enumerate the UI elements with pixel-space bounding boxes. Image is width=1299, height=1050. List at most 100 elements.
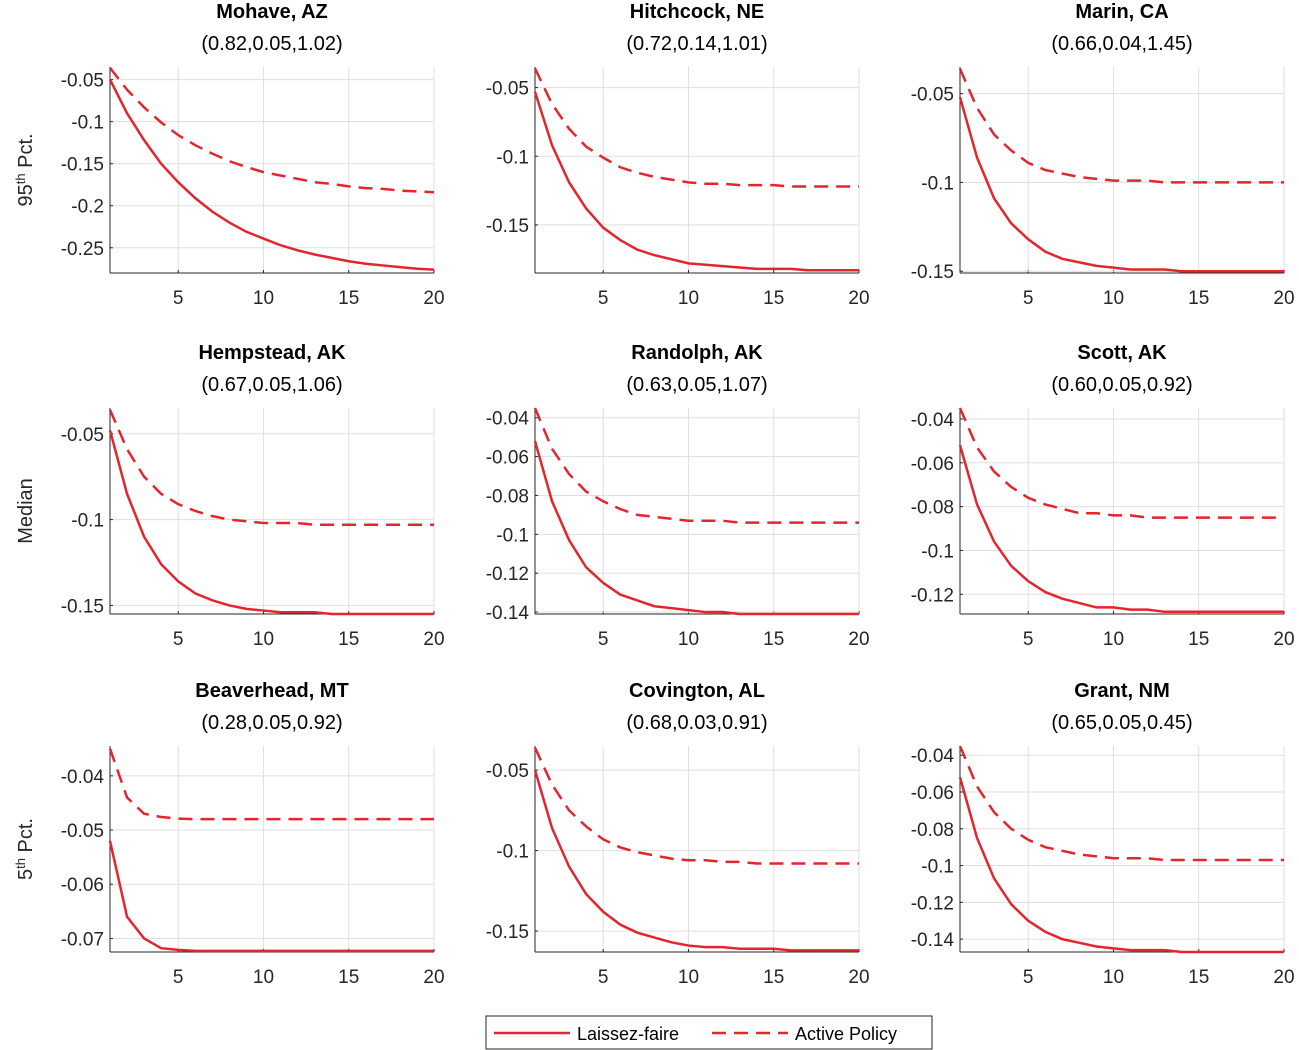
series-line xyxy=(533,407,859,524)
y-tick-label: -0.04 xyxy=(486,409,530,430)
x-tick-label: 5 xyxy=(1023,629,1034,650)
chart-subtitle: (0.72,0.14,1.01) xyxy=(626,33,767,55)
chart-subtitle: (0.68,0.03,0.91) xyxy=(626,712,767,734)
y-axis-label-part: th xyxy=(13,858,28,869)
y-tick-label: -0.06 xyxy=(486,448,529,469)
y-tick-label: -0.1 xyxy=(71,113,104,134)
x-tick-label: 15 xyxy=(763,629,784,650)
x-tick-label: 15 xyxy=(338,629,359,650)
x-tick-label: 10 xyxy=(253,288,274,309)
y-tick-label: -0.06 xyxy=(911,454,954,475)
chart-title: Mohave, AZ xyxy=(216,1,328,23)
x-tick-label: 5 xyxy=(173,967,184,988)
y-tick-label: -0.1 xyxy=(496,525,529,546)
y-tick-label: -0.05 xyxy=(486,761,529,782)
x-tick-label: 15 xyxy=(763,288,784,309)
x-tick-label: 10 xyxy=(253,967,274,988)
y-tick-label: -0.25 xyxy=(61,239,104,260)
x-tick-label: 10 xyxy=(253,629,274,650)
y-axis-label: Median xyxy=(15,478,37,544)
chart-title: Hempstead, AK xyxy=(198,342,346,364)
series-line xyxy=(108,840,434,953)
series-line xyxy=(533,67,859,188)
y-tick-label: -0.07 xyxy=(61,929,104,950)
x-tick-label: 5 xyxy=(598,967,609,988)
y-tick-label: -0.14 xyxy=(486,603,530,624)
series-line xyxy=(533,747,859,865)
x-tick-label: 15 xyxy=(338,967,359,988)
x-tick-label: 10 xyxy=(678,288,699,309)
y-tick-label: -0.05 xyxy=(486,79,529,100)
series-line xyxy=(958,407,1284,519)
chart-title: Beaverhead, MT xyxy=(195,680,348,702)
y-axis-label: 95th Pct. xyxy=(13,133,38,206)
chart-subtitle: (0.65,0.05,0.45) xyxy=(1051,712,1192,734)
chart-title: Marin, CA xyxy=(1075,1,1168,23)
chart-title: Scott, AK xyxy=(1077,342,1167,364)
x-tick-label: 5 xyxy=(598,288,609,309)
y-axis-label-part: 95 xyxy=(15,184,37,206)
y-axis-label-part: Pct. xyxy=(15,133,37,173)
y-tick-label: -0.12 xyxy=(911,585,954,606)
y-tick-label: -0.08 xyxy=(911,498,954,519)
x-tick-label: 5 xyxy=(173,288,184,309)
y-tick-label: -0.15 xyxy=(911,262,954,283)
y-tick-label: -0.05 xyxy=(61,821,104,842)
y-tick-label: -0.15 xyxy=(61,596,104,617)
chart-subtitle: (0.82,0.05,1.02) xyxy=(201,33,342,55)
x-tick-label: 15 xyxy=(1188,629,1209,650)
series-line xyxy=(533,440,859,616)
series-line xyxy=(958,745,1284,862)
x-tick-label: 15 xyxy=(763,967,784,988)
series-line xyxy=(958,68,1284,184)
x-tick-label: 20 xyxy=(423,288,444,309)
series-line xyxy=(108,409,434,526)
chart-subtitle: (0.28,0.05,0.92) xyxy=(201,712,342,734)
y-tick-label: -0.08 xyxy=(911,820,954,841)
x-tick-label: 20 xyxy=(848,288,869,309)
x-tick-label: 20 xyxy=(848,967,869,988)
y-tick-label: -0.15 xyxy=(486,922,529,943)
y-tick-label: -0.1 xyxy=(921,857,954,878)
y-tick-label: -0.1 xyxy=(921,173,954,194)
x-tick-label: 5 xyxy=(173,629,184,650)
y-axis-label: 5th Pct. xyxy=(13,818,38,880)
y-tick-label: -0.1 xyxy=(71,511,104,532)
series-line xyxy=(958,96,1284,273)
legend-label: Laissez-faire xyxy=(577,1024,679,1044)
x-tick-label: 20 xyxy=(1273,967,1294,988)
x-tick-label: 10 xyxy=(678,967,699,988)
chart-subtitle: (0.63,0.05,1.07) xyxy=(626,374,767,396)
y-tick-label: -0.08 xyxy=(486,486,529,507)
y-tick-label: -0.06 xyxy=(61,875,104,896)
y-tick-label: -0.1 xyxy=(496,147,529,168)
series-line xyxy=(533,769,859,952)
chart-subtitle: (0.67,0.05,1.06) xyxy=(201,374,342,396)
y-tick-label: -0.05 xyxy=(61,71,104,92)
y-tick-label: -0.1 xyxy=(496,842,529,863)
x-tick-label: 5 xyxy=(598,629,609,650)
chart-title: Covington, AL xyxy=(629,680,765,702)
series-line xyxy=(109,67,435,194)
x-tick-label: 20 xyxy=(1273,288,1294,309)
series-line xyxy=(108,748,434,821)
y-tick-label: -0.06 xyxy=(911,783,954,804)
x-tick-label: 10 xyxy=(1103,288,1124,309)
y-axis-label-part: th xyxy=(13,173,28,184)
x-tick-label: 20 xyxy=(423,967,444,988)
x-tick-label: 10 xyxy=(678,629,699,650)
x-tick-label: 20 xyxy=(1273,629,1294,650)
y-axis-label-part: Pct. xyxy=(15,818,37,858)
series-line xyxy=(108,429,434,616)
y-tick-label: -0.1 xyxy=(921,541,954,562)
y-tick-label: -0.12 xyxy=(911,893,954,914)
y-tick-label: -0.12 xyxy=(486,564,529,585)
chart-title: Grant, NM xyxy=(1074,680,1170,702)
series-line xyxy=(533,91,859,272)
series-line xyxy=(958,444,1284,614)
x-tick-label: 15 xyxy=(1188,967,1209,988)
series-line xyxy=(108,79,435,271)
y-tick-label: -0.04 xyxy=(911,746,955,767)
x-tick-label: 15 xyxy=(1188,288,1209,309)
y-tick-label: -0.14 xyxy=(911,930,955,951)
